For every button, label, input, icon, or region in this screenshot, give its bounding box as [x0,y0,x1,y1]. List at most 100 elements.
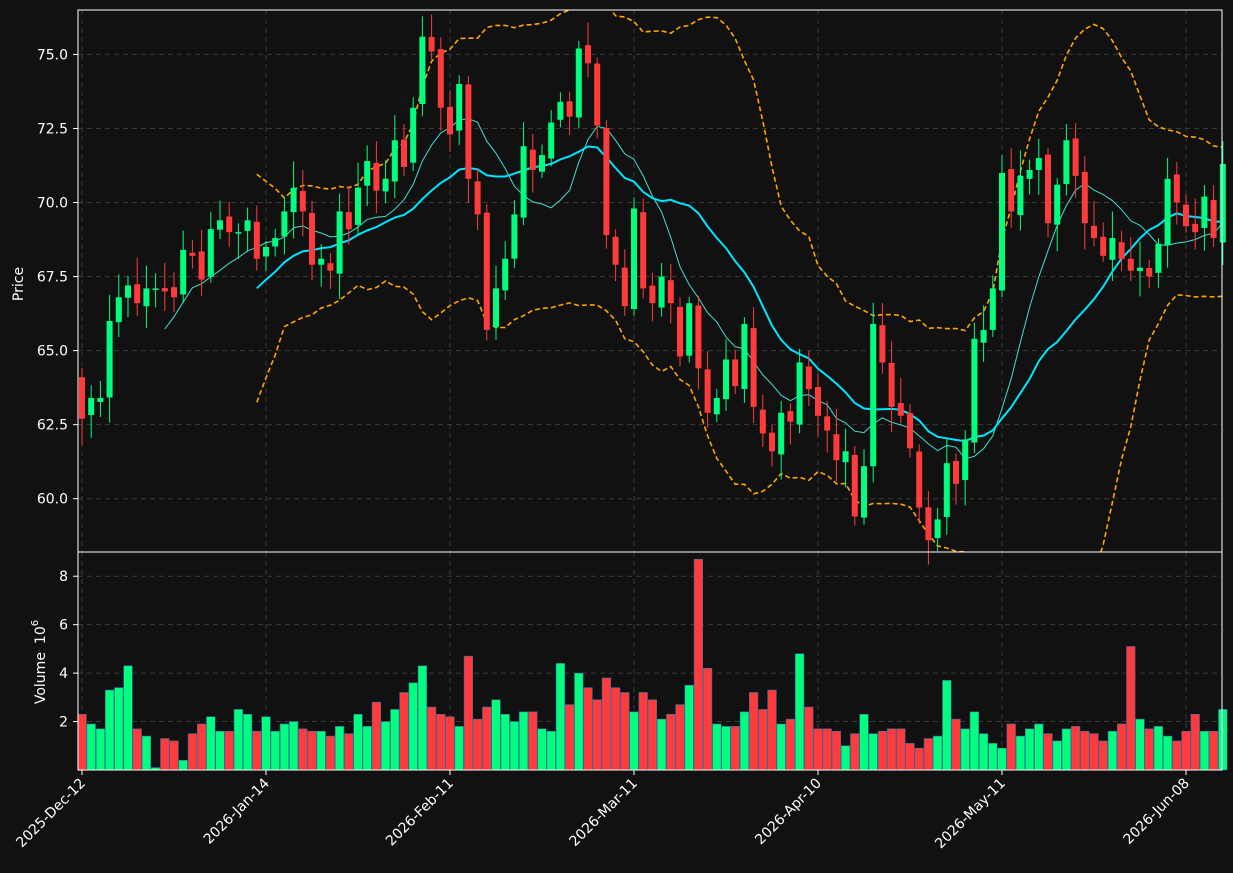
price-tick-label: 75.0 [37,47,68,63]
candle-body [1035,158,1042,170]
volume-bar [1172,740,1182,771]
candle-body [226,216,233,233]
price-y-axis: 60.0 62.5 65.0 67.5 70.0 72.5 75.0 [37,47,78,508]
candle-body [502,258,509,291]
volume-bar [288,721,299,771]
volume-bar [886,728,897,771]
volume-bar [776,723,786,771]
candle-body [1146,267,1153,277]
volume-bar [1218,709,1228,771]
candle-body [1192,223,1199,233]
candle-body [723,359,729,400]
candle-body [575,48,582,118]
volume-bar [344,733,354,771]
candle-body [97,397,104,402]
candle-body [980,329,987,343]
volume-bar [564,704,575,771]
candle-body [640,212,647,289]
candle-body [943,463,950,517]
volume-bar [132,728,142,771]
volume-bar [675,704,685,771]
candle-body [207,229,214,277]
volume-bar [721,726,731,771]
volume-bar [693,558,703,771]
volume-bar [758,709,768,771]
candle-body [189,252,196,256]
candle-body [88,397,95,415]
volume-axis-exponent-power: 6 [30,620,41,626]
volume-bar [850,733,860,771]
candle-body [989,288,996,330]
candle-body [732,359,739,387]
candle-body [391,140,398,182]
price-tick-label: 67.5 [37,270,68,286]
price-tick-label: 62.5 [37,418,68,434]
candle-body [1183,204,1189,227]
volume-bar [1117,723,1127,771]
volume-bar [1043,733,1053,771]
candle-body [621,267,628,307]
volume-bar [914,747,924,771]
volume-bar [601,677,611,771]
volume-bar [105,689,115,771]
candle-body [1063,140,1070,185]
volume-bar [528,711,538,771]
candle-body [419,36,426,105]
candle-body [667,280,674,304]
candle-body [336,211,343,274]
volume-bar [1126,646,1136,771]
volume-bar [905,743,915,771]
candle-body [557,101,564,120]
candle-body [309,212,315,265]
candle-body [566,101,573,117]
volume-bar [380,721,391,771]
volume-bar [279,723,290,771]
volume-bar [656,718,667,771]
candle-body [631,208,637,310]
volume-bar [243,713,253,771]
candle-body [815,387,821,416]
volume-bar [767,689,777,771]
volume-axis-exponent-base: 10 [33,626,49,644]
candle-body [1219,164,1226,243]
volume-bar [877,730,887,771]
volume-bar [1107,730,1117,771]
volume-y-axis: 2 4 6 8 [59,569,78,731]
volume-bar [822,728,832,771]
volume-bar [123,665,133,771]
volume-bar [629,711,639,771]
volume-bar [942,680,952,771]
candle-body [198,251,205,280]
volume-bar [969,711,979,771]
candle-body [456,84,463,131]
candle-body [1081,171,1088,224]
volume-bar [371,701,382,771]
price-axis-label: Price [11,267,27,301]
volume-bar [1061,728,1071,771]
candle-body [1173,174,1180,203]
candle-body [483,212,490,330]
volume-bar [730,726,740,771]
volume-bar [859,713,869,771]
volume-bar [436,713,446,771]
volume-bar [160,738,170,771]
volume-bar [500,713,510,771]
volume-bar [923,738,933,771]
volume-bar [1181,730,1191,771]
volume-bar [463,655,474,771]
volume-bar [960,728,970,771]
volume-bar [555,663,565,771]
candle-body [1026,169,1033,179]
volume-bar [647,699,657,771]
candle-body [851,454,858,517]
candle-body [1155,243,1162,273]
candle-body [1091,225,1097,239]
volume-bar [472,718,483,771]
volume-bar [224,730,234,771]
candle-body [143,288,150,307]
candle-body [382,178,389,192]
volume-bar [399,692,409,771]
volume-bar [261,716,271,771]
candle-body [750,328,757,407]
candle-body [529,149,536,170]
